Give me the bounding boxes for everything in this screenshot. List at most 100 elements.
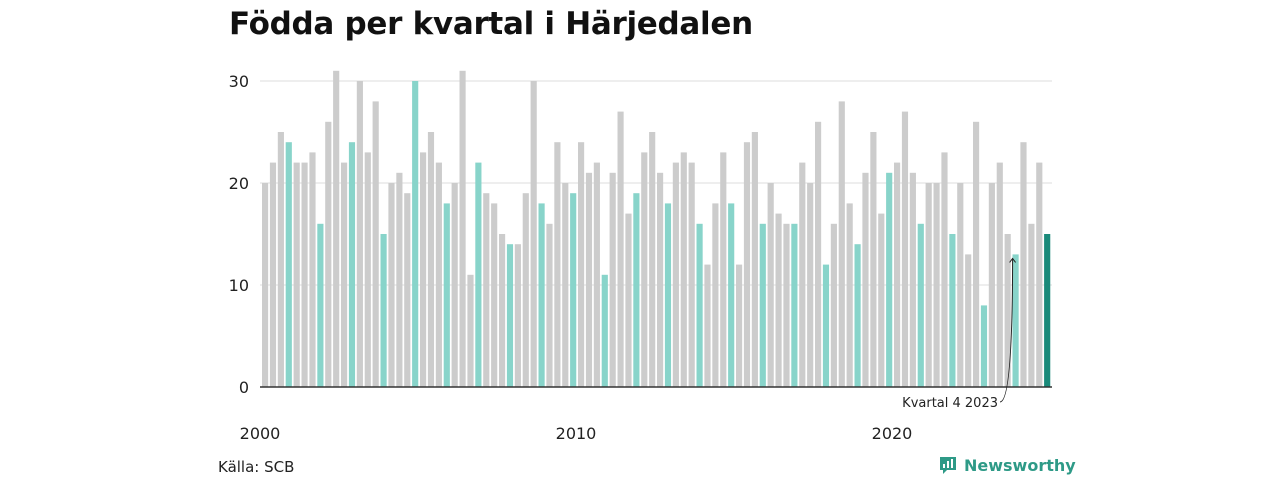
bar <box>854 244 861 387</box>
brand-name: Newsworthy <box>964 455 1076 475</box>
bar <box>807 183 814 387</box>
bar <box>301 162 308 387</box>
bar <box>609 172 616 387</box>
bar <box>538 203 545 387</box>
bar <box>641 152 648 387</box>
bar <box>672 162 679 387</box>
bar <box>593 162 600 387</box>
bar <box>941 152 948 387</box>
bar <box>973 121 980 388</box>
latest-annotation: Kvartal 4 2023 <box>902 257 1016 411</box>
bar <box>309 152 316 387</box>
bar <box>412 81 419 387</box>
bar <box>364 152 371 387</box>
bar <box>1020 142 1027 387</box>
bar <box>759 223 766 387</box>
bar <box>894 162 901 387</box>
bar <box>815 121 822 388</box>
bar <box>546 223 553 387</box>
bar <box>1044 234 1051 387</box>
bar <box>846 203 853 387</box>
bar <box>980 305 988 387</box>
annotation-label: Kvartal 4 2023 <box>902 396 998 411</box>
bar <box>878 213 885 387</box>
x-tick-label: 2010 <box>556 424 597 443</box>
bar <box>506 244 514 387</box>
bar <box>933 183 940 387</box>
bar <box>791 223 798 387</box>
bar <box>443 203 450 387</box>
bar <box>293 162 300 387</box>
bar <box>570 193 577 387</box>
y-tick-label: 30 <box>229 72 249 91</box>
bar <box>285 142 292 387</box>
bar <box>435 162 442 387</box>
bar <box>949 234 956 387</box>
bar <box>988 183 995 387</box>
bar <box>870 132 877 387</box>
source-label: Källa: SCB <box>218 458 295 476</box>
bar <box>649 132 656 387</box>
annotation-arrow <box>999 258 1014 403</box>
bar <box>317 223 324 387</box>
bar <box>325 121 332 388</box>
bar <box>404 193 411 387</box>
bar <box>420 152 427 387</box>
bar <box>269 162 277 387</box>
bar <box>957 183 964 387</box>
bar <box>530 81 537 387</box>
bar <box>862 172 869 387</box>
bar <box>601 274 608 387</box>
bar <box>514 244 521 387</box>
chart-title: Födda per kvartal i Härjedalen <box>229 6 753 42</box>
bar <box>775 213 782 387</box>
bar <box>483 193 490 387</box>
bar <box>680 152 687 387</box>
bar <box>356 81 363 387</box>
bar <box>562 183 569 387</box>
bar <box>657 172 664 387</box>
bar <box>617 111 624 387</box>
newsworthy-logo-icon <box>940 457 956 474</box>
bar <box>743 142 751 387</box>
bar <box>341 162 348 387</box>
x-axis: 2000 2010 2020 <box>240 424 913 443</box>
bar <box>901 111 909 387</box>
bar <box>886 172 893 387</box>
bar <box>1004 234 1011 387</box>
bar <box>996 162 1003 387</box>
bar <box>633 193 640 387</box>
bar <box>783 223 790 387</box>
bar <box>704 264 711 387</box>
bar <box>830 223 837 387</box>
bar <box>712 203 719 387</box>
bar <box>380 234 387 387</box>
bar <box>388 183 395 387</box>
bar <box>554 142 561 387</box>
bar <box>664 203 672 387</box>
x-tick-label: 2020 <box>872 424 913 443</box>
bar <box>522 193 529 387</box>
bar <box>277 132 284 387</box>
bar <box>262 183 269 387</box>
bar <box>822 264 830 387</box>
bar <box>467 274 474 387</box>
bar <box>965 254 972 387</box>
bar <box>696 223 703 387</box>
bar <box>688 162 695 387</box>
y-tick-label: 10 <box>229 276 249 295</box>
bar <box>1028 223 1035 387</box>
x-tick-label: 2000 <box>240 424 281 443</box>
bar <box>751 132 758 387</box>
brand: Newsworthy <box>938 455 1076 475</box>
gridlines <box>260 80 1052 286</box>
bar <box>475 162 482 387</box>
bar <box>736 264 743 387</box>
bar <box>925 183 932 387</box>
bar <box>1012 254 1019 387</box>
bar <box>720 152 727 387</box>
bar <box>372 101 379 388</box>
y-tick-label: 20 <box>229 174 249 193</box>
bar <box>767 183 774 387</box>
bar <box>333 70 340 388</box>
